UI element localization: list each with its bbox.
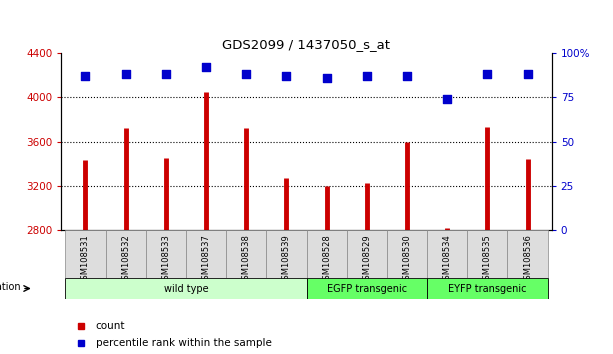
Text: GSM108531: GSM108531: [81, 234, 90, 285]
Text: percentile rank within the sample: percentile rank within the sample: [96, 338, 272, 348]
Bar: [427, 230, 467, 278]
Bar: [387, 230, 427, 278]
Text: GSM108536: GSM108536: [523, 234, 532, 285]
Point: [523, 72, 533, 77]
Text: EYFP transgenic: EYFP transgenic: [448, 284, 527, 293]
Point: [121, 72, 131, 77]
Text: GSM108538: GSM108538: [242, 234, 251, 285]
Bar: [66, 278, 306, 299]
Text: GSM108532: GSM108532: [121, 234, 130, 285]
Text: GSM108529: GSM108529: [362, 234, 371, 285]
Bar: [186, 230, 226, 278]
Text: GSM108528: GSM108528: [322, 234, 331, 285]
Point: [322, 75, 332, 81]
Bar: [508, 230, 547, 278]
Bar: [146, 230, 186, 278]
Text: GSM108539: GSM108539: [282, 234, 291, 285]
Text: genotype/variation: genotype/variation: [0, 282, 21, 292]
Bar: [226, 230, 266, 278]
Point: [443, 96, 452, 102]
Point: [362, 73, 371, 79]
Point: [281, 73, 291, 79]
Bar: [105, 230, 146, 278]
Text: GSM108530: GSM108530: [403, 234, 411, 285]
Text: EGFP transgenic: EGFP transgenic: [327, 284, 407, 293]
Point: [482, 72, 492, 77]
Point: [201, 64, 211, 70]
Title: GDS2099 / 1437050_s_at: GDS2099 / 1437050_s_at: [223, 38, 390, 51]
Point: [80, 73, 90, 79]
Bar: [66, 230, 105, 278]
Bar: [427, 278, 547, 299]
Bar: [266, 230, 306, 278]
Bar: [347, 230, 387, 278]
Bar: [467, 230, 508, 278]
Point: [161, 72, 170, 77]
Text: count: count: [96, 321, 125, 331]
Text: GSM108534: GSM108534: [443, 234, 452, 285]
Point: [402, 73, 412, 79]
Bar: [306, 230, 347, 278]
Text: GSM108535: GSM108535: [483, 234, 492, 285]
Bar: [306, 278, 427, 299]
Point: [242, 72, 251, 77]
Text: GSM108537: GSM108537: [202, 234, 210, 285]
Text: GSM108533: GSM108533: [161, 234, 170, 285]
Text: wild type: wild type: [164, 284, 208, 293]
